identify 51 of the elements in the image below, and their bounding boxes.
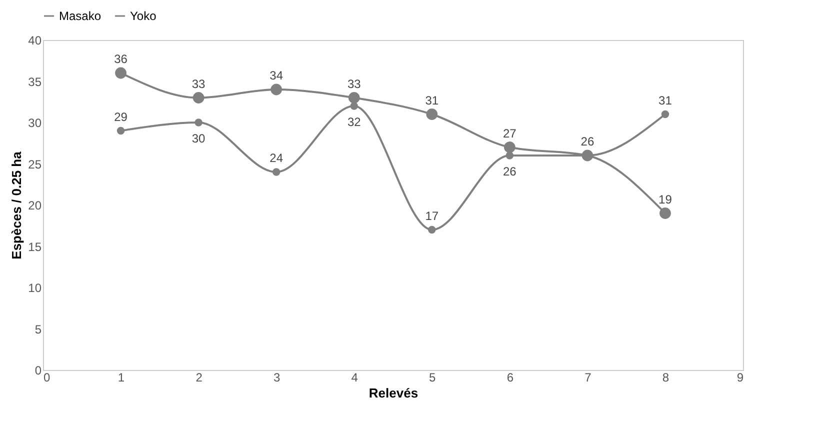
data-label: 24 bbox=[270, 151, 284, 165]
data-label: 29 bbox=[114, 110, 128, 124]
point bbox=[116, 126, 125, 135]
y-axis-title: Espèces / 0.25 ha bbox=[9, 150, 24, 260]
point bbox=[348, 92, 360, 104]
data-label: 31 bbox=[425, 93, 439, 108]
point bbox=[194, 118, 202, 126]
x-tick-label: 2 bbox=[196, 370, 203, 384]
y-tick-label: 20 bbox=[28, 198, 42, 212]
x-tick-label: 7 bbox=[584, 370, 592, 384]
x-tick-label: 4 bbox=[351, 370, 358, 384]
data-label: 32 bbox=[347, 115, 362, 129]
x-tick-label: 8 bbox=[662, 370, 670, 384]
data-label: 19 bbox=[658, 192, 672, 206]
point bbox=[504, 142, 516, 153]
point bbox=[270, 84, 282, 96]
x-tick-label: 1 bbox=[118, 370, 125, 384]
x-tick-label: 9 bbox=[736, 370, 744, 384]
data-label: 27 bbox=[502, 126, 517, 140]
data-label: 31 bbox=[658, 93, 672, 108]
y-tick-label: 15 bbox=[28, 240, 42, 254]
legend-label: Yoko bbox=[130, 9, 157, 23]
point bbox=[192, 92, 204, 104]
point bbox=[428, 226, 436, 234]
point bbox=[660, 208, 671, 219]
y-tick-label: 40 bbox=[28, 34, 42, 48]
data-label: 26 bbox=[580, 134, 594, 148]
point bbox=[506, 152, 514, 160]
y-tick-label: 30 bbox=[28, 116, 42, 130]
data-label: 17 bbox=[425, 208, 439, 223]
y-tick-label: 10 bbox=[28, 281, 42, 295]
data-label: 36 bbox=[114, 52, 128, 66]
x-tick-label: 6 bbox=[506, 370, 514, 384]
data-label: 34 bbox=[270, 68, 284, 82]
point bbox=[115, 67, 126, 79]
point bbox=[661, 110, 670, 118]
data-label: 26 bbox=[502, 164, 517, 178]
y-tick-label: 5 bbox=[34, 322, 42, 336]
x-tick-label: 5 bbox=[429, 370, 436, 384]
data-label: 30 bbox=[192, 132, 206, 146]
point bbox=[272, 168, 280, 176]
point bbox=[426, 108, 438, 120]
point bbox=[350, 102, 358, 110]
data-label: 33 bbox=[192, 76, 206, 91]
legend-label: Masako bbox=[59, 9, 102, 23]
x-axis-title: Relevés bbox=[368, 386, 418, 400]
y-tick-label: 25 bbox=[28, 157, 42, 172]
y-tick-label: 35 bbox=[28, 74, 42, 89]
x-tick-label: 3 bbox=[273, 370, 280, 384]
x-tick-label: 0 bbox=[44, 370, 50, 384]
data-label: 33 bbox=[347, 76, 362, 91]
